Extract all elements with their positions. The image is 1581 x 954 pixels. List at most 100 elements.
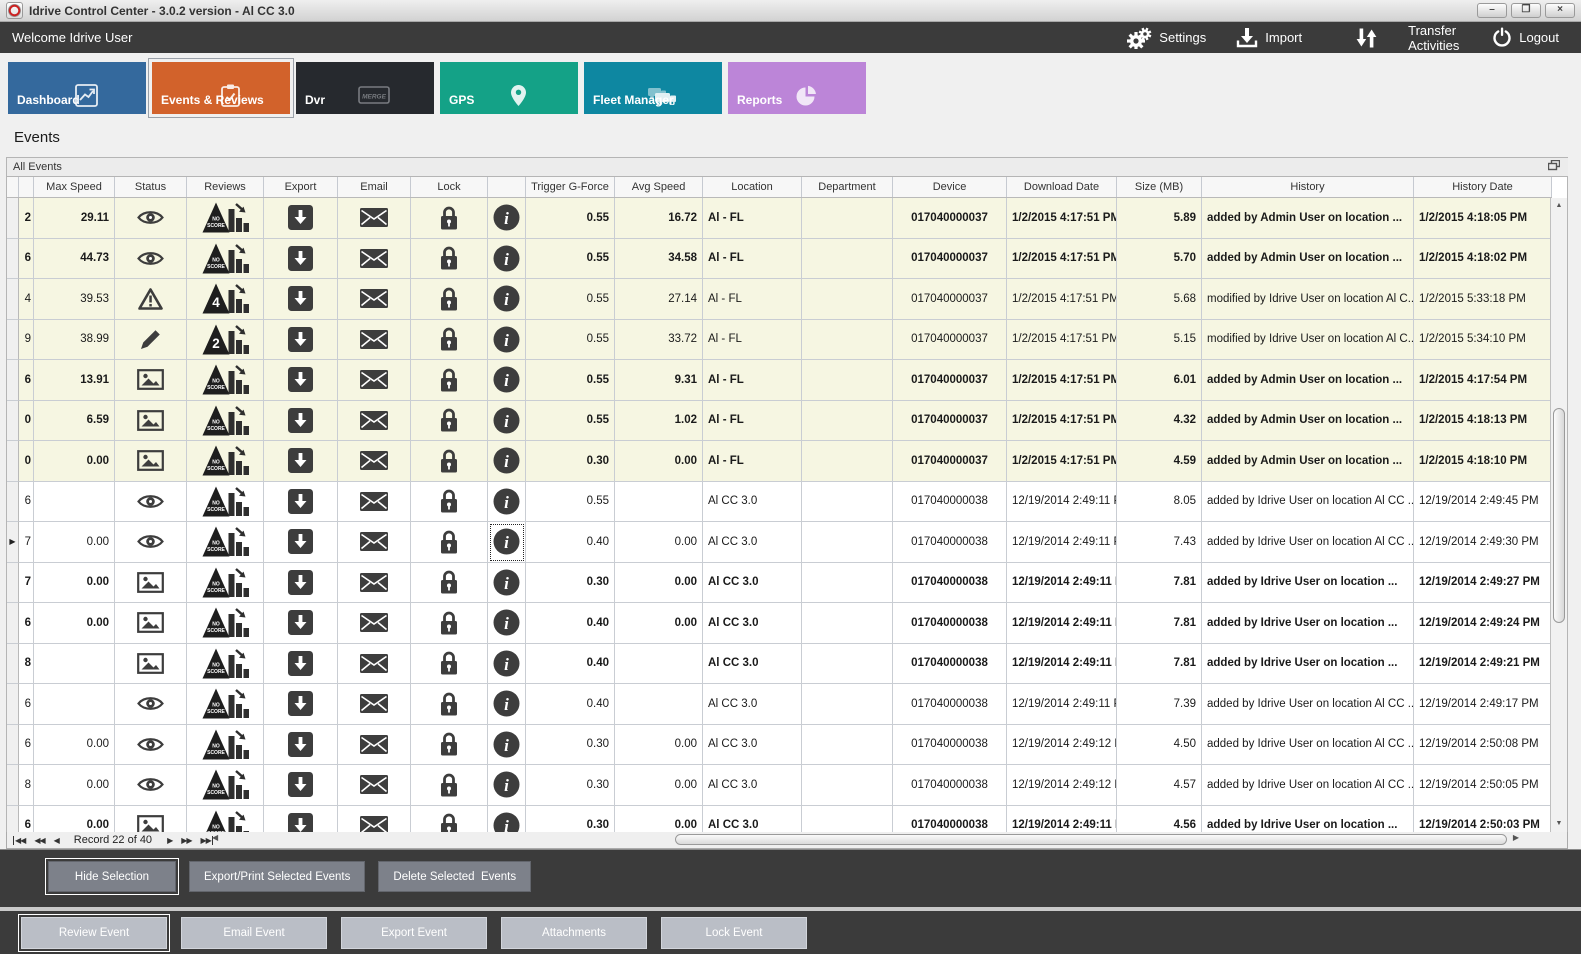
cell-size-mb[interactable]: 4.32 [1117,400,1202,441]
cell-event-id-clipped[interactable]: 7 [19,522,34,563]
cell-info-action[interactable]: i [488,279,526,320]
cell-download-date[interactable]: 12/19/2014 2:49:12 PM [1007,724,1117,765]
padlock-icon[interactable] [411,239,487,279]
cell-avg-speed[interactable]: 27.14 [615,279,703,320]
cell-department[interactable] [802,400,893,441]
cell-max-speed[interactable]: 0.00 [34,522,115,563]
cell-download-date[interactable]: 12/19/2014 2:49:11 PM [1007,643,1117,684]
cell-avg-speed[interactable]: 1.02 [615,400,703,441]
padlock-icon[interactable] [411,441,487,481]
cell-email-action[interactable] [338,238,411,279]
column-header-avg-speed[interactable]: Avg Speed [615,177,703,197]
cell-reviews[interactable]: NO SCORE [187,198,264,239]
cell-email-action[interactable] [338,279,411,320]
cell-event-id-clipped[interactable]: 6 [19,481,34,522]
cell-email-action[interactable] [338,360,411,401]
cell-export-action[interactable] [264,279,338,320]
last-record-button[interactable]: ▶▶ [200,835,213,845]
cell-status[interactable] [115,360,187,401]
cell-size-mb[interactable]: 5.89 [1117,198,1202,239]
cell-size-mb[interactable]: 7.39 [1117,684,1202,725]
cell-download-date[interactable]: 12/19/2014 2:49:11 PM [1007,481,1117,522]
cell-status[interactable] [115,724,187,765]
cell-email-action[interactable] [338,765,411,806]
cell-location[interactable]: Al CC 3.0 [703,562,802,603]
column-header-history[interactable]: History [1202,177,1414,197]
cell-history-date[interactable]: 1/2/2015 5:34:10 PM [1414,319,1552,360]
cell-email-action[interactable] [338,562,411,603]
cell-event-id-clipped[interactable]: 4 [19,279,34,320]
cell-lock-action[interactable] [411,522,488,563]
column-header-reviews[interactable]: Reviews [187,177,264,197]
cell-export-action[interactable] [264,805,338,832]
envelope-icon[interactable] [338,806,410,832]
cell-reviews[interactable]: NO SCORE [187,522,264,563]
cell-size-mb[interactable]: 7.81 [1117,562,1202,603]
cell-status[interactable] [115,279,187,320]
padlock-icon[interactable] [411,684,487,724]
cell-location[interactable]: Al - FL [703,238,802,279]
cell-history[interactable]: added by Idrive User on location Al CC .… [1202,765,1414,806]
cell-max-speed[interactable]: 0.00 [34,805,115,832]
attachments-button[interactable]: Attachments [501,917,647,949]
cell-history[interactable]: added by Idrive User on location ... [1202,805,1414,832]
cell-history-date[interactable]: 1/2/2015 5:33:18 PM [1414,279,1552,320]
cell-avg-speed[interactable]: 0.00 [615,765,703,806]
envelope-icon[interactable] [338,684,410,724]
cell-max-speed[interactable]: 6.59 [34,400,115,441]
cell-download-date[interactable]: 12/19/2014 2:49:12 PM [1007,765,1117,806]
cell-export-action[interactable] [264,319,338,360]
cell-department[interactable] [802,562,893,603]
cell-department[interactable] [802,198,893,239]
cell-status[interactable] [115,643,187,684]
cell-history[interactable]: added by Idrive User on location ... [1202,562,1414,603]
cell-reviews[interactable]: NO SCORE [187,481,264,522]
cell-history[interactable]: added by Admin User on location ... [1202,198,1414,239]
envelope-icon[interactable] [338,644,410,684]
cell-reviews[interactable]: NO SCORE [187,441,264,482]
cell-device[interactable]: 017040000037 [893,400,1007,441]
cell-lock-action[interactable] [411,562,488,603]
cell-location[interactable]: Al - FL [703,319,802,360]
cell-event-id-clipped[interactable]: 6 [19,805,34,832]
cell-history-date[interactable]: 1/2/2015 4:18:05 PM [1414,198,1552,239]
cell-download-date[interactable]: 1/2/2015 4:17:51 PM [1007,319,1117,360]
padlock-icon[interactable] [411,482,487,522]
cell-download-date[interactable]: 12/19/2014 2:49:11 PM [1007,805,1117,832]
table-row[interactable]: 0 6.59 NO SCORE i 0.55 1.02 Al - FL 017040000… [7,400,1552,441]
cell-avg-speed[interactable]: 0.00 [615,562,703,603]
download-icon[interactable] [264,603,337,643]
cell-history[interactable]: added by Idrive User on location Al CC .… [1202,724,1414,765]
padlock-icon[interactable] [411,360,487,400]
cell-trigger-g-force[interactable]: 0.30 [526,805,615,832]
cell-avg-speed[interactable]: 0.00 [615,805,703,832]
cell-status[interactable] [115,765,187,806]
cell-status[interactable] [115,319,187,360]
cell-history-date[interactable]: 1/2/2015 4:18:02 PM [1414,238,1552,279]
cell-lock-action[interactable] [411,603,488,644]
cell-max-speed[interactable] [34,481,115,522]
cell-max-speed[interactable]: 0.00 [34,441,115,482]
import-button[interactable]: Import [1236,27,1302,48]
cell-history[interactable]: added by Idrive User on location ... [1202,643,1414,684]
cell-location[interactable]: Al CC 3.0 [703,481,802,522]
cell-event-id-clipped[interactable]: 6 [19,360,34,401]
row-gutter[interactable] [7,562,19,603]
cell-status[interactable] [115,603,187,644]
cell-location[interactable]: Al CC 3.0 [703,724,802,765]
cell-avg-speed[interactable]: 9.31 [615,360,703,401]
envelope-icon[interactable] [338,522,410,562]
table-row[interactable]: 6 44.73 NO SCORE i 0.55 34.58 Al - FL 0170400… [7,238,1552,279]
scroll-left-arrow-icon[interactable]: ◀ [212,833,219,842]
cell-location[interactable]: Al CC 3.0 [703,603,802,644]
envelope-icon[interactable] [338,482,410,522]
cell-info-action[interactable]: i [488,238,526,279]
hide-selection-button[interactable]: Hide Selection [45,858,179,895]
cell-email-action[interactable] [338,603,411,644]
cell-device[interactable]: 017040000038 [893,643,1007,684]
download-icon[interactable] [264,482,337,522]
cell-size-mb[interactable]: 5.70 [1117,238,1202,279]
info-icon[interactable]: i [488,360,525,400]
cell-trigger-g-force[interactable]: 0.55 [526,360,615,401]
prev-record-button[interactable]: ◀ [53,835,60,845]
